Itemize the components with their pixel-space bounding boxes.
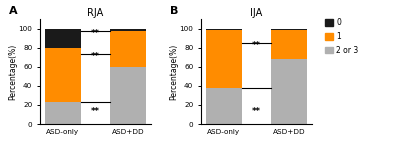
- Text: **: **: [252, 41, 261, 50]
- Text: A: A: [9, 7, 18, 17]
- Legend: 0, 1, 2 or 3: 0, 1, 2 or 3: [325, 18, 359, 55]
- Text: **: **: [91, 52, 100, 62]
- Bar: [45, 102, 81, 124]
- Bar: [45, 29, 81, 48]
- Text: **: **: [252, 107, 261, 116]
- Text: **: **: [91, 29, 100, 38]
- Title: IJA: IJA: [250, 8, 263, 18]
- Bar: [206, 88, 242, 124]
- Text: B: B: [170, 7, 178, 17]
- Bar: [206, 30, 242, 88]
- Y-axis label: Percentage(%): Percentage(%): [169, 43, 178, 100]
- Bar: [110, 67, 146, 124]
- Bar: [110, 31, 146, 67]
- Bar: [110, 29, 146, 31]
- Y-axis label: Percentage(%): Percentage(%): [8, 43, 17, 100]
- Bar: [271, 30, 307, 59]
- Bar: [271, 29, 307, 30]
- Bar: [206, 29, 242, 30]
- Text: **: **: [91, 107, 100, 116]
- Title: RJA: RJA: [87, 8, 104, 18]
- Bar: [271, 59, 307, 124]
- Bar: [45, 48, 81, 102]
